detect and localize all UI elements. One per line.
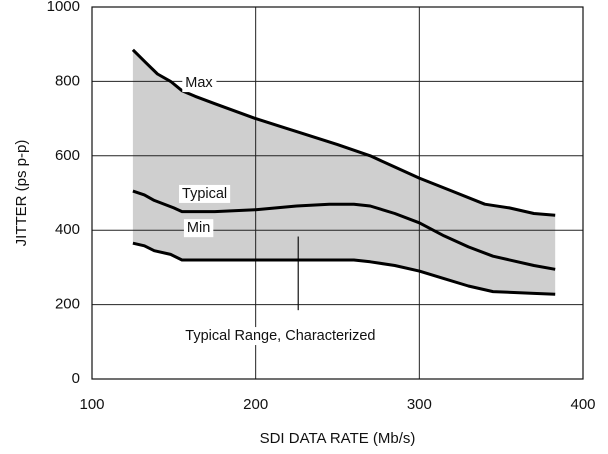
annotation-typical: Typical [182,186,227,202]
y-tick-label-400: 400 [55,221,80,238]
annotation-max: Max [185,75,213,91]
annotation-background [182,74,217,93]
y-tick-label-600: 600 [55,147,80,164]
y-tick-label-200: 200 [55,296,80,313]
y-tick-label-1000: 1000 [47,0,80,15]
x-tick-label-300: 300 [407,396,432,413]
series-line-max [131,48,556,217]
annotation-background [182,327,379,346]
annotation-min: Min [187,220,210,236]
annotation-background [179,184,231,203]
series-line-min [132,241,556,296]
plot-frame [91,6,584,380]
x-tick-label-400: 400 [570,396,595,413]
x-axis-title: SDI DATA RATE (Mb/s) [260,430,416,447]
y-tick-label-800: 800 [55,72,80,89]
x-tick-label-100: 100 [79,396,104,413]
series-line-typical [132,189,556,271]
typical-range-band [132,49,556,295]
annotation-background [183,219,214,238]
y-axis-title: JITTER (ps p-p) [13,140,30,247]
annotation-typical-range-characterized: Typical Range, Characterized [185,328,375,344]
x-tick-label-200: 200 [243,396,268,413]
y-tick-label-0: 0 [72,370,80,387]
